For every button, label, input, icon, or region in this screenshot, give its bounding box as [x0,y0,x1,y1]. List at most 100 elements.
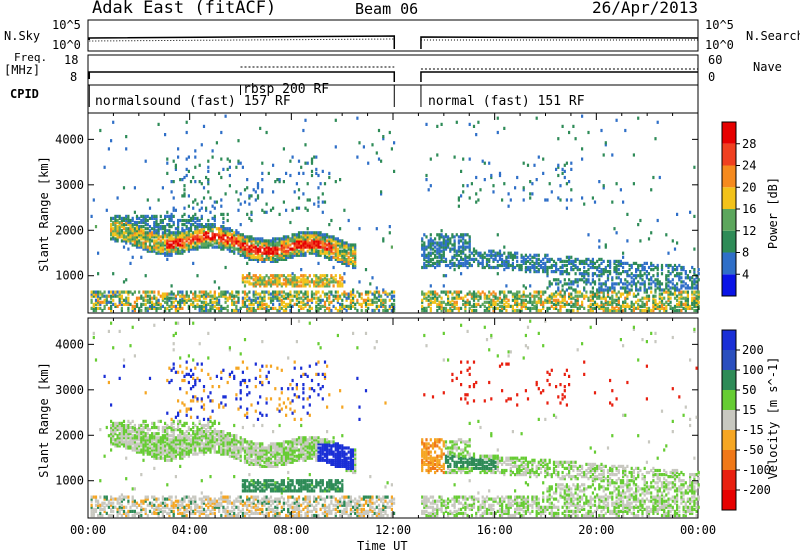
velocity-cell [125,430,128,434]
power-cell [218,298,221,302]
power-cell [472,294,476,298]
velocity-cell [118,438,121,442]
velocity-cell [133,434,136,438]
power-cell [693,298,696,302]
power-cell [490,175,493,180]
power-cell [524,259,527,263]
power-cell [362,298,365,302]
power-cell [429,284,432,288]
velocity-cell [144,499,147,503]
power-cell [97,292,100,296]
power-cell [127,296,130,300]
power-cell [576,300,579,304]
power-cell [680,265,683,270]
power-cell [256,182,260,186]
power-cell [423,292,426,296]
power-cell [498,253,502,257]
power-cell [174,233,177,237]
power-cell [559,184,562,188]
power-cell [676,265,679,270]
power-cell [542,302,545,306]
power-cell [589,261,592,265]
power-cell [676,241,679,245]
velocity-cell [129,446,132,450]
power-cell [181,300,184,304]
power-cell [352,259,355,263]
power-cell [358,302,361,306]
velocity-cell [110,513,113,518]
power-cell [235,190,238,194]
power-cell [606,292,610,296]
power-cell [546,296,549,300]
power-cell [440,243,443,247]
velocity-cell [166,423,169,428]
velocity-cell [103,509,106,513]
power-cell [127,220,130,225]
velocity-cell [118,376,121,380]
power-cell [598,282,601,286]
velocity-cell [116,434,119,438]
power-cell [148,216,152,220]
power-cell [306,208,309,212]
power-cell [170,212,173,216]
power-cell [596,265,599,270]
power-cell [135,302,139,306]
velocity-cell [148,509,152,513]
power-cell [639,263,642,268]
power-cell [384,306,387,310]
power-cell [140,220,143,225]
power-cell [269,247,273,251]
power-cell [684,286,687,290]
power-cell [289,278,292,282]
power-cell [313,280,316,284]
power-cell [302,245,305,249]
power-cell [561,288,564,292]
power-cell [321,280,324,284]
power-cell [630,276,633,280]
power-cell [196,245,199,249]
velocity-cell [159,450,162,454]
power-cell [615,292,618,296]
velocity-cell [159,440,162,444]
power-cell [265,255,268,259]
power-cell [146,247,149,251]
velocity-cell [107,434,110,438]
power-cell [315,251,318,255]
power-cell [440,304,443,308]
power-cell [570,188,573,192]
power-cell [315,282,318,286]
power-cell [133,239,136,243]
power-cell [112,216,115,220]
power-cell [272,292,275,296]
power-cell [574,265,577,270]
power-cell [358,294,361,298]
power-cell [347,247,350,251]
power-cell [574,278,577,282]
power-cell [326,282,329,286]
power-cell [220,235,223,239]
power-cell [371,143,374,147]
power-cell [278,253,281,257]
velocity-cell [155,505,158,509]
power-cell [151,247,154,251]
power-cell [380,294,383,298]
velocity-cell [116,442,119,446]
velocity-cell [135,501,139,505]
power-cell [187,241,190,245]
power-cell [678,274,681,278]
power-cell [598,278,601,282]
power-cell [233,249,236,253]
power-cell [317,239,320,243]
power-cell [637,223,640,227]
power-cell [332,278,335,282]
velocity-cell [131,513,134,518]
power-cell [598,290,601,294]
power-cell [552,270,556,274]
power-cell [105,208,108,212]
power-cell [438,251,441,255]
power-cell [187,247,190,251]
power-cell [328,253,331,257]
power-cell [261,251,264,255]
power-cell [153,306,156,310]
power-cell [118,231,121,235]
